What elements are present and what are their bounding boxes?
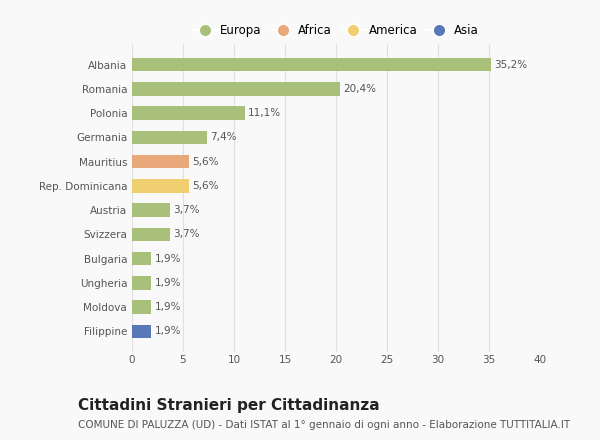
Bar xyxy=(132,82,340,95)
Bar xyxy=(132,203,170,217)
Legend: Europa, Africa, America, Asia: Europa, Africa, America, Asia xyxy=(188,19,484,41)
Text: COMUNE DI PALUZZA (UD) - Dati ISTAT al 1° gennaio di ogni anno - Elaborazione TU: COMUNE DI PALUZZA (UD) - Dati ISTAT al 1… xyxy=(78,420,570,430)
Bar xyxy=(132,106,245,120)
Text: 20,4%: 20,4% xyxy=(343,84,376,94)
Text: 1,9%: 1,9% xyxy=(154,326,181,336)
Bar xyxy=(132,325,151,338)
Text: 1,9%: 1,9% xyxy=(154,278,181,288)
Text: 1,9%: 1,9% xyxy=(154,253,181,264)
Text: 7,4%: 7,4% xyxy=(211,132,237,143)
Bar xyxy=(132,58,491,71)
Bar xyxy=(132,155,189,169)
Text: 35,2%: 35,2% xyxy=(494,60,527,70)
Bar xyxy=(132,252,151,265)
Bar xyxy=(132,131,208,144)
Text: 11,1%: 11,1% xyxy=(248,108,281,118)
Text: 5,6%: 5,6% xyxy=(192,157,218,167)
Text: Cittadini Stranieri per Cittadinanza: Cittadini Stranieri per Cittadinanza xyxy=(78,398,380,413)
Bar xyxy=(132,179,189,193)
Text: 5,6%: 5,6% xyxy=(192,181,218,191)
Bar xyxy=(132,301,151,314)
Text: 3,7%: 3,7% xyxy=(173,229,199,239)
Text: 3,7%: 3,7% xyxy=(173,205,199,215)
Text: 1,9%: 1,9% xyxy=(154,302,181,312)
Bar xyxy=(132,276,151,290)
Bar xyxy=(132,227,170,241)
